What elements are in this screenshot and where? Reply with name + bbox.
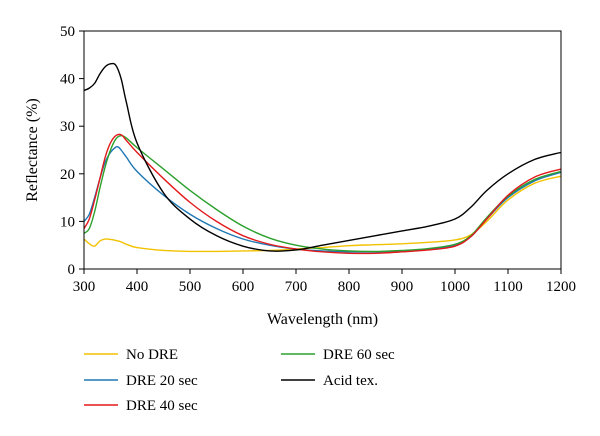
y-axis-label: Reflectance (%) xyxy=(24,98,41,201)
x-tick-label: 1100 xyxy=(493,279,522,295)
x-tick-label: 400 xyxy=(126,279,149,295)
x-tick-label: 900 xyxy=(391,279,414,295)
y-tick-label: 0 xyxy=(68,262,76,278)
legend-label-1: DRE 20 sec xyxy=(126,373,198,389)
x-tick-label: 1200 xyxy=(546,279,576,295)
x-tick-label: 500 xyxy=(179,279,202,295)
x-tick-label: 600 xyxy=(232,279,255,295)
plot-frame xyxy=(83,30,562,270)
legend-label-2: DRE 40 sec xyxy=(126,398,198,414)
y-tick-label: 40 xyxy=(60,72,75,88)
series-line-2 xyxy=(83,133,562,255)
legend-label-0: No DRE xyxy=(126,347,178,363)
x-axis-label: Wavelength (nm) xyxy=(267,311,378,328)
series-line-0 xyxy=(83,175,562,253)
plot-lines xyxy=(83,62,562,255)
legend-label-3: DRE 60 sec xyxy=(323,347,395,363)
x-tick-label: 300 xyxy=(73,279,96,295)
legend-label-4: Acid tex. xyxy=(323,373,378,389)
x-tick-label: 800 xyxy=(338,279,361,295)
legend: No DRE DRE 20 sec DRE 40 sec DRE 60 sec Acid… xyxy=(84,347,395,414)
series-line-3 xyxy=(83,134,562,253)
series-line-4 xyxy=(83,62,562,252)
x-tick-label: 1000 xyxy=(440,279,470,295)
x-tick-label: 700 xyxy=(285,279,308,295)
y-tick-label: 10 xyxy=(60,214,75,230)
y-tick-label: 20 xyxy=(60,167,75,183)
axis-tick-labels: 300 400 500 600 700 800 900 1000 1100 1200 0 10 20 30… xyxy=(60,24,576,295)
axis-ticks xyxy=(79,30,562,274)
y-tick-label: 50 xyxy=(60,24,75,40)
y-tick-label: 30 xyxy=(60,119,75,135)
